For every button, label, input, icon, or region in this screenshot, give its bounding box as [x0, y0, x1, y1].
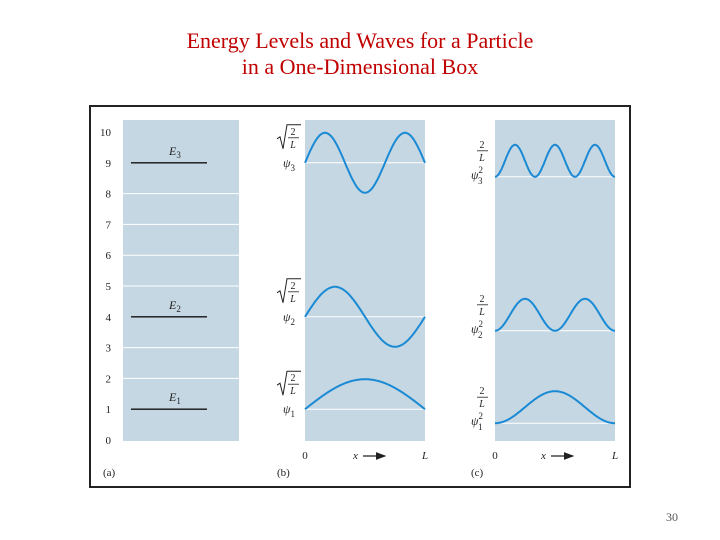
psi-squared-amplitude-label: 2L — [477, 294, 488, 318]
energy-level-label: E1 — [168, 390, 181, 406]
y-axis-ticks: 0 1 2 3 4 5 6 7 8 9 10 — [100, 127, 112, 447]
energy-level-label: E3 — [168, 144, 181, 160]
psi-squared-label: ψ2 3 — [471, 165, 483, 186]
psi-2-curve — [304, 285, 426, 348]
y-tick-label: 3 — [106, 343, 112, 355]
amp-numerator: 2 — [480, 140, 485, 151]
panel-c-background — [495, 120, 615, 441]
amp-numerator: 2 — [480, 294, 485, 305]
amp-numerator: 2 — [291, 127, 296, 138]
psi-amplitude-label: 2L — [276, 124, 301, 151]
energy-levels: E1 E2 E3 — [131, 144, 207, 410]
psi-squared-amplitude-label: 2L — [477, 140, 488, 164]
psi-squared-2-curve — [494, 297, 616, 332]
amp-denominator: L — [478, 399, 485, 410]
y-tick-label: 4 — [106, 312, 112, 324]
amp-denominator: L — [289, 294, 296, 305]
panel-c-x0: 0 — [492, 450, 498, 462]
psi-squared-1-curve — [495, 390, 615, 425]
sqrt-symbol — [276, 124, 301, 149]
psi-amplitude-label: 2L — [276, 370, 301, 397]
y-tick-label: 0 — [106, 435, 112, 447]
psi-squared-amplitude-label: 2L — [477, 386, 488, 410]
psi-amplitude-label: 2L — [276, 278, 301, 305]
psi-squared-label: ψ2 1 — [471, 411, 483, 432]
y-tick-label: 10 — [100, 127, 112, 139]
psi-curves — [304, 131, 426, 410]
sqrt-symbol — [276, 278, 301, 303]
psi-1-curve — [304, 378, 426, 410]
psi-squared-curves — [494, 143, 616, 425]
y-tick-label: 1 — [106, 404, 112, 416]
amp-denominator: L — [289, 386, 296, 397]
amp-numerator: 2 — [291, 373, 296, 384]
psi-3-curve — [304, 131, 426, 194]
energy-gridlines — [123, 193, 239, 379]
panel-b-x0: 0 — [302, 450, 308, 462]
title-line-1: Energy Levels and Waves for a Particle — [186, 28, 534, 53]
y-tick-label: 7 — [106, 219, 112, 231]
energy-level-label: E2 — [168, 298, 181, 314]
panel-a: 0 1 2 3 4 5 6 7 8 9 10 E1 E2 E3 (a) — [100, 120, 239, 479]
panel-b-background — [305, 120, 425, 441]
amp-numerator: 2 — [480, 386, 485, 397]
panel-c-label: (c) — [471, 467, 484, 479]
psi-label: ψ1 — [283, 402, 295, 419]
y-tick-label: 2 — [106, 373, 112, 385]
panel-a-background — [123, 120, 239, 441]
y-tick-label: 5 — [106, 281, 112, 293]
panel-b-label: (b) — [277, 467, 290, 479]
y-tick-label: 6 — [106, 250, 112, 262]
panel-c-xvar: x — [540, 450, 546, 462]
panel-b-xL: L — [421, 450, 428, 462]
panel-b-xvar: x — [352, 450, 358, 462]
psi-squared-3-curve — [494, 143, 616, 178]
page-title: Energy Levels and Waves for a Particle i… — [0, 28, 720, 80]
psi-squared-label: ψ2 2 — [471, 319, 483, 340]
sqrt-symbol — [276, 370, 301, 396]
amp-denominator: L — [289, 140, 296, 151]
amp-denominator: L — [478, 153, 485, 164]
psi-label: ψ2 — [283, 310, 295, 327]
title-line-2: in a One-Dimensional Box — [241, 54, 479, 79]
y-tick-label: 8 — [106, 189, 112, 201]
amp-numerator: 2 — [291, 281, 296, 292]
panel-a-label: (a) — [103, 467, 116, 479]
slide-number: 30 — [666, 510, 678, 524]
panel-c-xL: L — [611, 450, 618, 462]
psi-label: ψ3 — [283, 156, 295, 173]
amp-denominator: L — [478, 307, 485, 318]
y-tick-label: 9 — [106, 158, 112, 170]
